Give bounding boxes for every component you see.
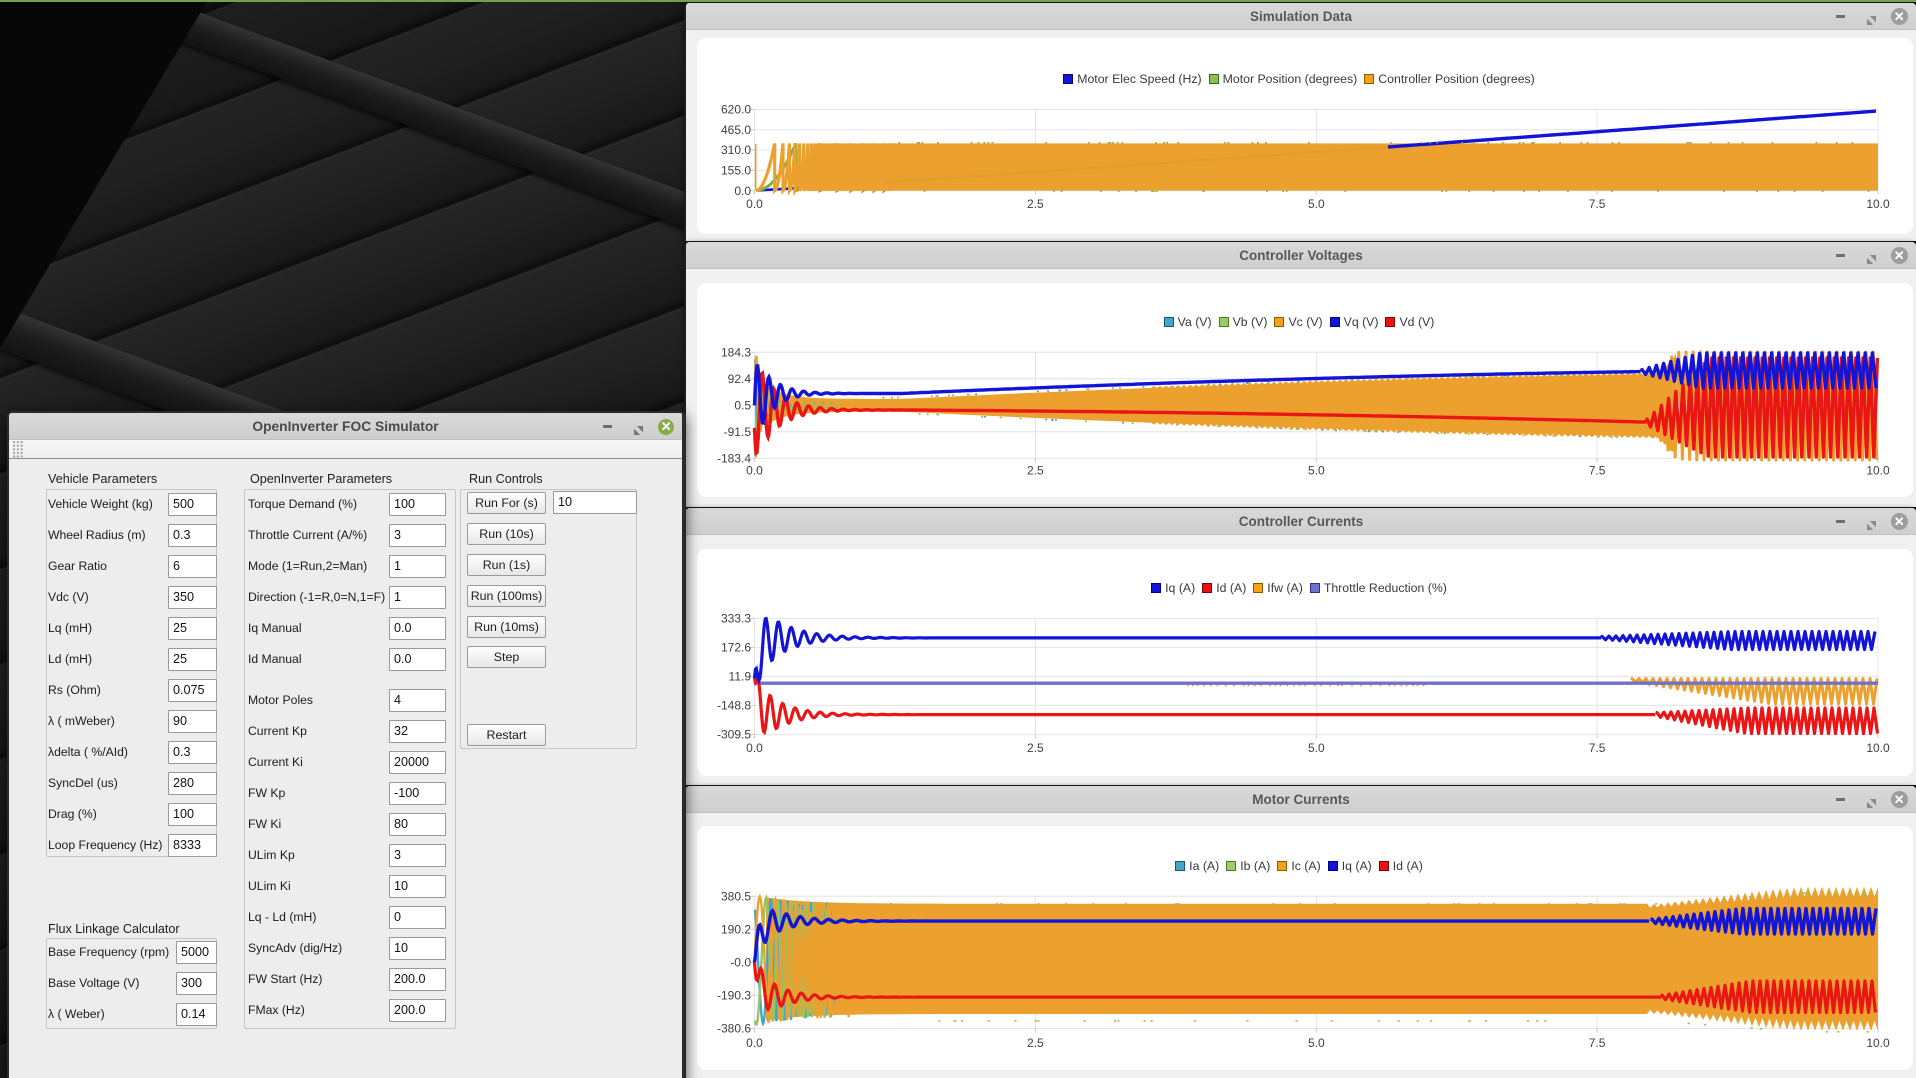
svg-text:5.0: 5.0 xyxy=(1308,464,1325,478)
svg-text:620.0: 620.0 xyxy=(721,103,751,117)
svg-text:155.0: 155.0 xyxy=(721,164,751,178)
svg-text:7.5: 7.5 xyxy=(1589,1036,1606,1050)
svg-text:10.0: 10.0 xyxy=(1866,741,1890,755)
svg-text:0.0: 0.0 xyxy=(734,184,751,198)
svg-text:465.0: 465.0 xyxy=(721,123,751,137)
svg-text:-309.5: -309.5 xyxy=(717,728,751,742)
svg-text:5.0: 5.0 xyxy=(1308,1036,1325,1050)
svg-text:10.0: 10.0 xyxy=(1866,464,1890,478)
svg-text:-190.3: -190.3 xyxy=(717,989,751,1003)
svg-text:0.5: 0.5 xyxy=(734,399,751,413)
svg-text:-183.4: -183.4 xyxy=(717,452,751,466)
svg-text:2.5: 2.5 xyxy=(1027,197,1044,211)
svg-text:-148.8: -148.8 xyxy=(717,699,751,713)
svg-text:-0.0: -0.0 xyxy=(730,956,751,970)
svg-text:0.0: 0.0 xyxy=(746,197,763,211)
svg-text:333.3: 333.3 xyxy=(721,612,751,626)
svg-text:2.5: 2.5 xyxy=(1027,741,1044,755)
svg-text:10.0: 10.0 xyxy=(1866,1036,1890,1050)
svg-text:7.5: 7.5 xyxy=(1589,197,1606,211)
svg-text:0.0: 0.0 xyxy=(746,741,763,755)
svg-text:0.0: 0.0 xyxy=(746,1036,763,1050)
svg-text:92.4: 92.4 xyxy=(728,372,752,386)
svg-text:5.0: 5.0 xyxy=(1308,197,1325,211)
svg-text:-380.6: -380.6 xyxy=(717,1022,751,1036)
svg-text:184.3: 184.3 xyxy=(721,346,751,360)
svg-text:310.0: 310.0 xyxy=(721,143,751,157)
svg-text:2.5: 2.5 xyxy=(1027,1036,1044,1050)
svg-text:380.5: 380.5 xyxy=(721,890,751,904)
svg-text:7.5: 7.5 xyxy=(1589,741,1606,755)
svg-text:5.0: 5.0 xyxy=(1308,741,1325,755)
svg-text:190.2: 190.2 xyxy=(721,923,751,937)
svg-text:2.5: 2.5 xyxy=(1027,464,1044,478)
svg-text:11.9: 11.9 xyxy=(729,670,752,684)
svg-text:-91.5: -91.5 xyxy=(724,425,752,439)
svg-text:7.5: 7.5 xyxy=(1589,464,1606,478)
svg-text:10.0: 10.0 xyxy=(1866,197,1890,211)
svg-text:172.6: 172.6 xyxy=(721,641,751,655)
svg-text:0.0: 0.0 xyxy=(746,464,763,478)
